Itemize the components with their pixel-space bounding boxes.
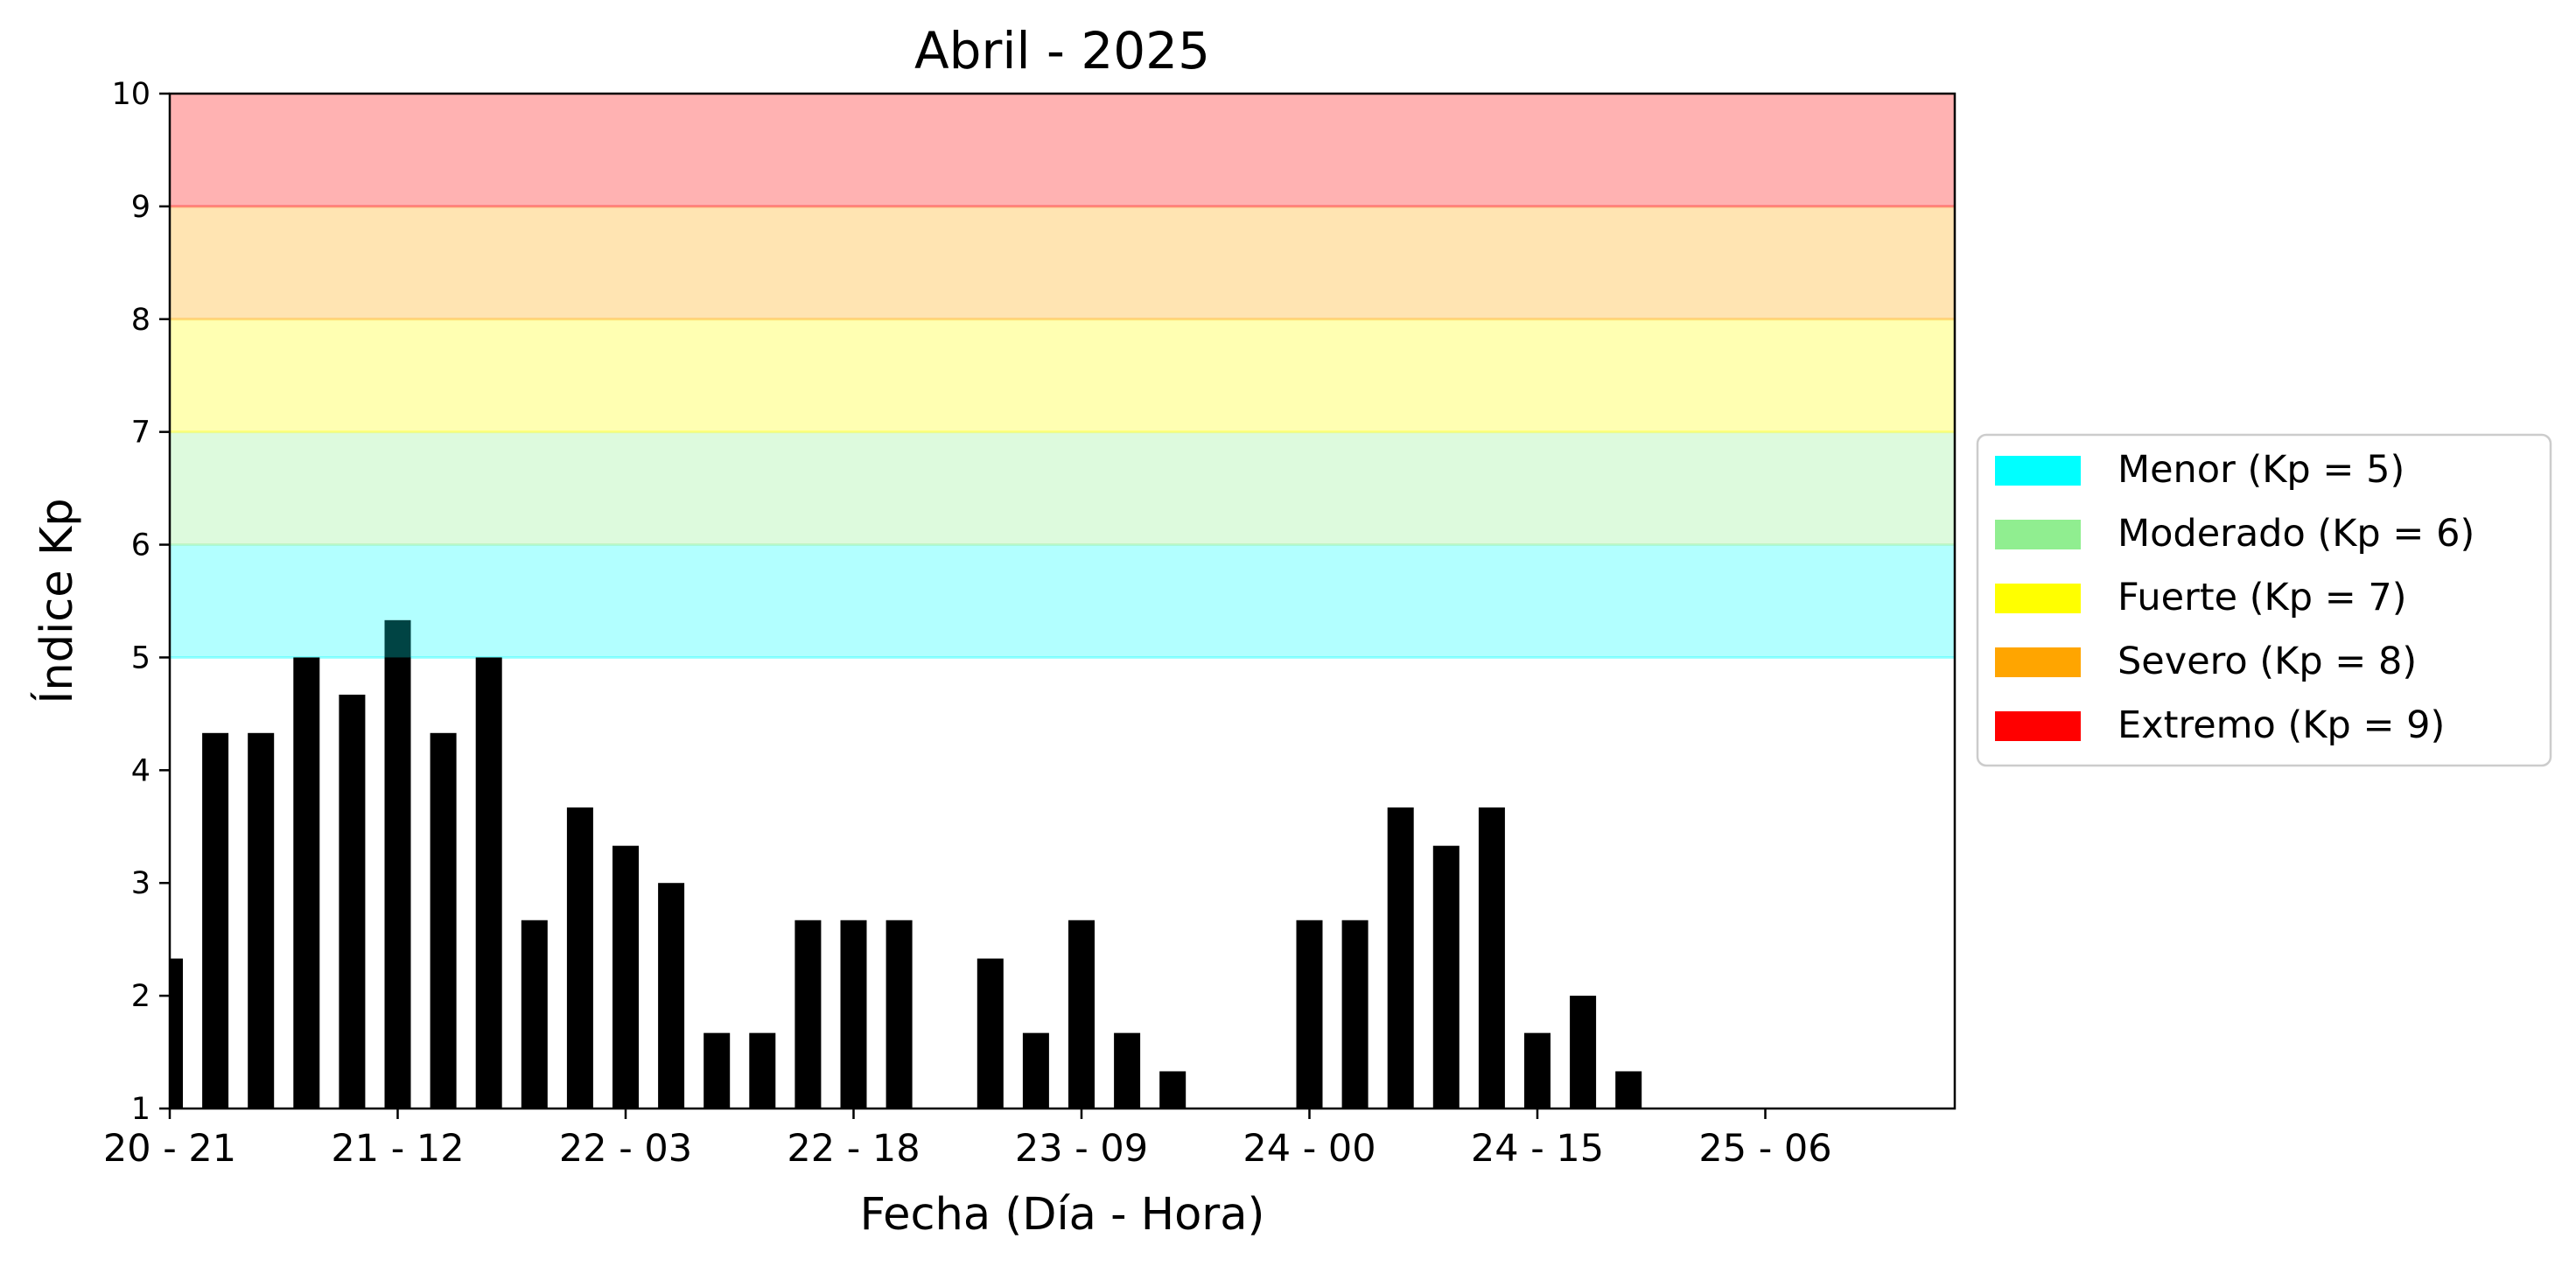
kp-bar [1296, 920, 1323, 1109]
kp-bar [976, 958, 1004, 1109]
y-axis: 1 2 3 4 5 6 7 8 9 10 [111, 77, 170, 1127]
plot-frame [168, 92, 1956, 1110]
kp-bar [1022, 1032, 1049, 1109]
legend-label: Moderado (Kp = 6) [2118, 512, 2474, 556]
kp-bar [566, 807, 593, 1109]
kp-bar [704, 1032, 731, 1109]
kp-bar [170, 958, 183, 1109]
kp-bar [1159, 1071, 1186, 1109]
kp-bar [840, 920, 867, 1109]
kp-bar [248, 732, 275, 1109]
storm-level-bands [170, 94, 1955, 659]
kp-bar [1524, 1032, 1550, 1109]
x-axis-label: Fecha (Día - Hora) [860, 1189, 1265, 1241]
x-tick-label: 24 - 00 [1242, 1127, 1376, 1171]
y-tick-label: 1 [131, 1092, 150, 1127]
kp-bar [339, 694, 366, 1109]
kp-bar [886, 920, 913, 1109]
kp-bar [1068, 920, 1095, 1109]
y-tick-label: 4 [131, 753, 150, 788]
legend-box [1976, 433, 2552, 767]
kp-bars [170, 619, 1642, 1109]
band-kp-8 [170, 206, 1955, 319]
kp-bar [658, 883, 685, 1109]
y-axis-label: Índice Kp [30, 498, 83, 703]
kp-bar [202, 732, 229, 1109]
legend-label: Severo (Kp = 8) [2118, 640, 2417, 683]
y-tick-label: 5 [131, 640, 150, 675]
kp-bar [612, 845, 639, 1109]
x-axis: 20 - 21 21 - 12 22 - 03 22 - 18 23 - 09 24 - … [103, 1109, 1832, 1171]
kp-bar [1478, 807, 1505, 1109]
legend-swatch [1995, 456, 2081, 486]
x-tick-label: 24 - 15 [1471, 1127, 1604, 1171]
x-tick-label: 22 - 03 [559, 1127, 692, 1171]
kp-bar [1114, 1032, 1141, 1109]
legend-label: Fuerte (Kp = 7) [2118, 576, 2407, 619]
band-kp-7 [170, 318, 1955, 432]
kp-bar [1341, 920, 1368, 1109]
kp-bar [430, 732, 457, 1109]
kp-bar [1432, 845, 1460, 1109]
y-tick-label: 6 [131, 528, 150, 563]
x-tick-label: 20 - 21 [103, 1127, 236, 1171]
y-tick-label: 8 [131, 303, 150, 338]
y-tick-label: 7 [131, 416, 150, 451]
band-kp-6 [170, 431, 1955, 545]
legend-label: Extremo (Kp = 9) [2118, 703, 2445, 747]
kp-bar [1615, 1071, 1642, 1109]
legend-swatch [1995, 711, 2081, 741]
kp-bar [521, 920, 548, 1109]
kp-bar [293, 657, 320, 1109]
legend-swatch [1995, 647, 2081, 677]
kp-bar [384, 619, 411, 1109]
kp-bar [1570, 996, 1597, 1109]
y-tick-label: 10 [111, 77, 150, 112]
kp-bar-storm-part [384, 619, 411, 658]
band-kp-5 [170, 544, 1955, 658]
legend: Menor (Kp = 5) Moderado (Kp = 6) Fuerte (K… [1976, 433, 2552, 767]
legend-label: Menor (Kp = 5) [2118, 448, 2404, 492]
kp-bar [1387, 807, 1414, 1109]
x-tick-label: 25 - 06 [1698, 1127, 1831, 1171]
y-tick-label: 9 [131, 190, 150, 225]
kp-bar [475, 657, 502, 1109]
chart-title: Abril - 2025 [914, 21, 1210, 80]
kp-bar [794, 920, 822, 1109]
legend-swatch [1995, 584, 2081, 613]
y-tick-label: 2 [131, 979, 150, 1014]
x-tick-label: 22 - 18 [787, 1127, 920, 1171]
legend-swatch [1995, 520, 2081, 549]
y-tick-label: 3 [131, 866, 150, 901]
x-tick-label: 23 - 09 [1015, 1127, 1148, 1171]
x-tick-label: 21 - 12 [331, 1127, 464, 1171]
band-kp-9 [170, 94, 1955, 206]
kp-bar [749, 1032, 776, 1109]
